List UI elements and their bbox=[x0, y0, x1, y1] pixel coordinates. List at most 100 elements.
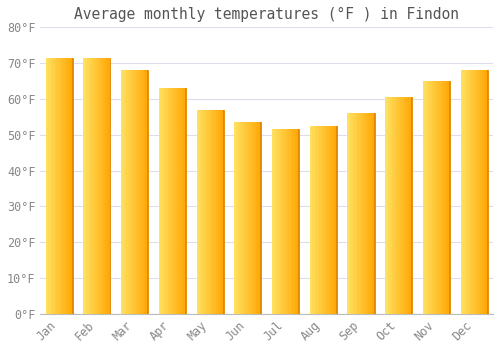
Bar bbox=[482, 70, 484, 314]
Bar bbox=[198, 110, 199, 314]
Bar bbox=[84, 58, 110, 314]
Bar bbox=[204, 110, 206, 314]
Bar bbox=[66, 58, 68, 314]
Bar bbox=[464, 70, 466, 314]
Bar bbox=[394, 97, 396, 314]
Bar bbox=[385, 97, 412, 314]
Bar bbox=[221, 110, 222, 314]
Bar bbox=[52, 58, 54, 314]
Bar bbox=[362, 113, 364, 314]
Bar bbox=[163, 88, 164, 314]
Bar bbox=[258, 122, 260, 314]
Bar bbox=[358, 113, 360, 314]
Bar bbox=[214, 110, 216, 314]
Bar bbox=[369, 113, 370, 314]
Bar bbox=[121, 70, 122, 314]
Bar bbox=[385, 97, 386, 314]
Bar bbox=[353, 113, 354, 314]
Bar bbox=[310, 126, 337, 314]
Bar bbox=[481, 70, 482, 314]
Bar bbox=[237, 122, 238, 314]
Bar bbox=[436, 81, 438, 314]
Bar bbox=[390, 97, 392, 314]
Bar bbox=[320, 126, 322, 314]
Bar bbox=[58, 58, 59, 314]
Bar bbox=[126, 70, 128, 314]
Bar bbox=[130, 70, 132, 314]
Bar bbox=[411, 97, 412, 314]
Bar bbox=[240, 122, 241, 314]
Bar bbox=[92, 58, 93, 314]
Bar bbox=[108, 58, 109, 314]
Bar bbox=[365, 113, 366, 314]
Bar bbox=[102, 58, 104, 314]
Bar bbox=[206, 110, 208, 314]
Bar bbox=[408, 97, 410, 314]
Bar bbox=[250, 122, 252, 314]
Bar bbox=[200, 110, 202, 314]
Bar bbox=[368, 113, 369, 314]
Bar bbox=[423, 81, 450, 314]
Bar bbox=[167, 88, 168, 314]
Bar bbox=[238, 122, 240, 314]
Bar bbox=[246, 122, 248, 314]
Bar bbox=[260, 122, 262, 314]
Bar bbox=[438, 81, 439, 314]
Bar bbox=[291, 130, 292, 314]
Bar bbox=[182, 88, 183, 314]
Bar bbox=[444, 81, 446, 314]
Bar bbox=[159, 88, 160, 314]
Bar bbox=[290, 130, 291, 314]
Bar bbox=[330, 126, 332, 314]
Bar bbox=[254, 122, 256, 314]
Bar bbox=[356, 113, 357, 314]
Bar bbox=[175, 88, 176, 314]
Bar bbox=[280, 130, 281, 314]
Bar bbox=[90, 58, 92, 314]
Bar bbox=[242, 122, 244, 314]
Bar bbox=[440, 81, 442, 314]
Bar bbox=[426, 81, 427, 314]
Bar bbox=[310, 126, 311, 314]
Bar bbox=[278, 130, 279, 314]
Bar bbox=[272, 130, 274, 314]
Bar bbox=[282, 130, 283, 314]
Bar bbox=[348, 113, 374, 314]
Bar bbox=[354, 113, 356, 314]
Bar bbox=[478, 70, 480, 314]
Bar bbox=[68, 58, 70, 314]
Bar bbox=[392, 97, 394, 314]
Bar bbox=[431, 81, 432, 314]
Bar bbox=[184, 88, 186, 314]
Bar bbox=[96, 58, 97, 314]
Bar bbox=[473, 70, 474, 314]
Bar bbox=[93, 58, 94, 314]
Bar bbox=[287, 130, 288, 314]
Bar bbox=[274, 130, 276, 314]
Bar bbox=[134, 70, 136, 314]
Bar bbox=[439, 81, 440, 314]
Bar bbox=[164, 88, 166, 314]
Bar bbox=[142, 70, 143, 314]
Bar bbox=[372, 113, 373, 314]
Bar bbox=[185, 88, 186, 314]
Bar bbox=[245, 122, 246, 314]
Bar bbox=[140, 70, 141, 314]
Bar bbox=[125, 70, 126, 314]
Bar bbox=[104, 58, 105, 314]
Bar bbox=[213, 110, 214, 314]
Bar bbox=[62, 58, 63, 314]
Bar bbox=[468, 70, 469, 314]
Bar bbox=[234, 122, 262, 314]
Bar bbox=[217, 110, 218, 314]
Bar bbox=[124, 70, 125, 314]
Bar bbox=[86, 58, 88, 314]
Bar bbox=[430, 81, 431, 314]
Bar bbox=[286, 130, 287, 314]
Bar bbox=[314, 126, 315, 314]
Bar bbox=[252, 122, 253, 314]
Bar bbox=[160, 88, 162, 314]
Bar bbox=[449, 81, 450, 314]
Bar bbox=[442, 81, 444, 314]
Bar bbox=[144, 70, 146, 314]
